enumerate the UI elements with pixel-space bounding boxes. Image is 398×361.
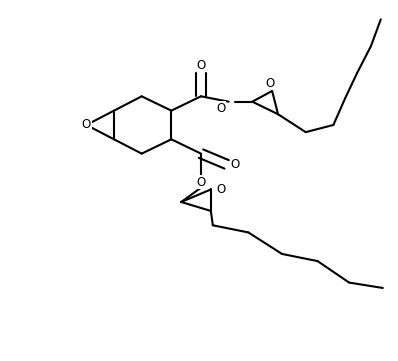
Text: O: O (196, 176, 206, 189)
Text: O: O (196, 58, 206, 71)
Text: O: O (231, 158, 240, 171)
Text: O: O (82, 118, 91, 131)
Text: O: O (216, 183, 225, 196)
Text: O: O (265, 77, 275, 90)
Text: O: O (216, 102, 225, 115)
